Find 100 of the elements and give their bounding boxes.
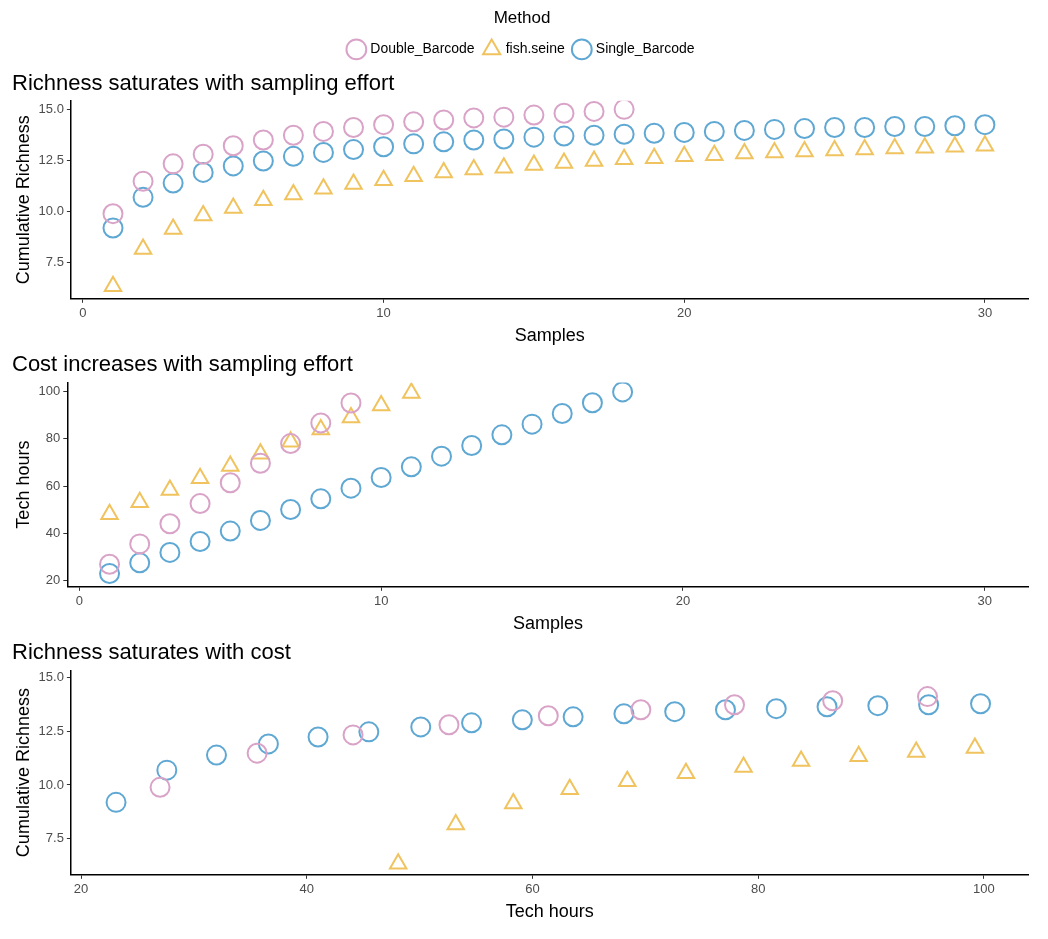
point [192,143,214,165]
point [246,742,268,764]
point [614,148,634,165]
point [222,135,244,157]
point [373,114,395,136]
point [553,125,575,147]
y-tick-label: 40 [45,525,61,541]
point [132,186,154,208]
point [511,709,533,731]
point [312,120,334,142]
point [133,238,153,255]
point [461,712,483,734]
point [344,173,363,190]
point [867,695,889,717]
y-tick-label: 20 [45,572,61,588]
point [613,123,635,145]
point [99,563,121,585]
y-axis-title: Cumulative Richness [12,115,33,285]
point [583,100,605,122]
point [822,690,844,712]
point [916,686,938,708]
y-tick-label: 15.0 [38,669,64,685]
point [825,140,844,157]
point [251,443,270,460]
point [404,165,423,183]
x-tick-label: 100 [973,881,995,897]
x-axis-title: Samples [512,613,583,634]
point [765,141,784,159]
point [944,115,966,137]
x-tick-label: 30 [977,593,992,609]
x-tick-label: 0 [79,305,87,321]
y-tick-label: 80 [45,430,61,446]
point [824,117,846,139]
point [524,154,544,171]
point [373,136,395,158]
chart-title: Richness saturates with cost [12,639,291,665]
point [613,703,635,725]
x-tick-label: 10 [373,593,389,609]
point [189,531,211,553]
x-axis-title: Tech hours [505,901,594,922]
point [664,701,686,723]
point [673,121,695,143]
legend-label: Double_Barcode [370,40,475,57]
point [311,419,331,436]
point [523,126,545,148]
point [163,218,183,235]
point [99,553,121,575]
point [724,694,746,716]
point [280,433,302,455]
point [224,197,243,214]
point [312,141,334,163]
point [162,153,184,175]
point [159,513,181,535]
point [400,456,422,478]
chart-title: Richness saturates with sampling effort [12,69,395,95]
point [554,152,574,169]
point [433,131,455,153]
point [906,741,926,758]
point [358,721,380,743]
point [192,161,214,183]
point [612,382,634,403]
point [816,696,838,718]
point [310,412,332,434]
point [705,144,724,162]
point [280,499,302,520]
point [461,434,483,456]
point [282,145,304,167]
point [162,172,184,194]
point [257,733,279,755]
point [463,129,485,151]
point [371,394,391,412]
point [551,402,573,424]
point [763,118,785,140]
point [403,133,425,155]
y-tick-label: 7.5 [45,830,64,846]
x-tick-label: 0 [75,593,83,609]
point [249,509,271,531]
x-tick-label: 40 [299,881,315,897]
y-tick-label: 10.0 [38,203,64,219]
point [791,750,811,767]
point [149,776,171,798]
point [431,445,453,467]
y-tick-label: 12.5 [38,151,64,167]
point [402,382,421,399]
point [562,706,584,728]
point [945,136,965,153]
point [410,716,432,738]
x-tick-label: 60 [525,881,540,897]
point [343,117,365,139]
point [855,139,874,156]
point [795,140,814,158]
x-axis-title: Samples [514,325,585,346]
x-tick-label: 10 [376,305,391,321]
point [281,431,300,448]
x-tick-label: 20 [675,593,691,609]
point [129,552,151,574]
point [491,424,513,446]
point [103,275,123,293]
point [284,183,303,201]
y-tick-label: 7.5 [45,254,64,270]
